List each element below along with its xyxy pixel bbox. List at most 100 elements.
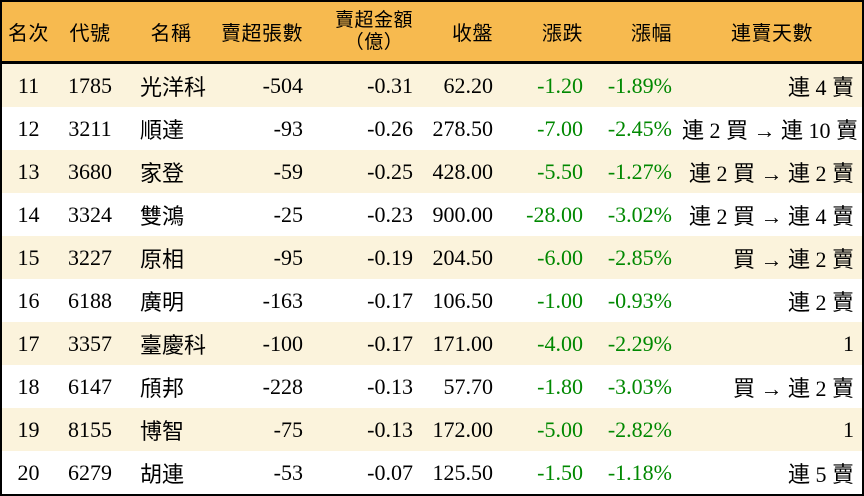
- sell-amount-label-line1: 賣超金額: [334, 10, 413, 32]
- cell-rank: 18: [17, 373, 40, 399]
- cell-sell_volume: -163: [262, 287, 303, 313]
- cell-close: 428.00: [432, 158, 494, 184]
- cell-change: -1.50: [537, 459, 583, 485]
- cell-name: 光洋科: [140, 74, 207, 100]
- cell-streak: 1: [843, 330, 854, 356]
- sell-amount-label-line2: （億）: [344, 31, 404, 53]
- cell-streak: 連 2 賣: [787, 289, 854, 315]
- cell-change: -7.00: [537, 115, 583, 141]
- cell-close: 171.00: [432, 330, 494, 356]
- cell-sell_amount: -0.19: [367, 244, 413, 270]
- cell-streak: 連 5 賣: [787, 461, 854, 487]
- cell-name: 順達: [140, 117, 185, 143]
- cell-change_pct: -1.18%: [607, 459, 672, 485]
- cell-sell_amount: -0.25: [367, 158, 413, 184]
- cell-rank: 15: [17, 244, 40, 270]
- cell-sell_volume: -25: [273, 201, 303, 227]
- cell-rank: 12: [17, 115, 40, 141]
- cell-close: 106.50: [432, 287, 494, 313]
- cell-streak: 1: [843, 416, 854, 442]
- cell-name: 家登: [140, 160, 185, 186]
- table-header: 名次 代號 名稱 賣超張數 賣超金額 （億） 收盤 漲跌 漲幅 連賣天數: [2, 2, 862, 64]
- cell-name: 胡連: [140, 461, 185, 487]
- cell-code: 6188: [68, 287, 112, 313]
- cell-name: 原相: [140, 246, 185, 272]
- cell-code: 6147: [68, 373, 112, 399]
- cell-name: 博智: [140, 418, 185, 444]
- cell-change: -28.00: [526, 201, 583, 227]
- column-header-change-pct: 漲幅: [631, 23, 672, 45]
- cell-code: 6279: [68, 459, 112, 485]
- cell-sell_amount: -0.31: [367, 72, 413, 98]
- cell-rank: 13: [17, 158, 40, 184]
- cell-streak: 連 2 買 → 連 10 賣: [682, 117, 859, 143]
- table-row: 17 3357 臺慶科 -100 -0.17 171.00 -4.00 -2.29% 1: [2, 322, 862, 365]
- cell-change_pct: -1.89%: [607, 72, 672, 98]
- cell-change_pct: -3.02%: [607, 201, 672, 227]
- cell-sell_volume: -59: [273, 158, 303, 184]
- cell-sell_volume: -75: [273, 416, 303, 442]
- column-header-change: 漲跌: [542, 23, 583, 45]
- table-row: 18 6147 頎邦 -228 -0.13 57.70 -1.80 -3.03% 買 → 連 2…: [2, 365, 862, 408]
- cell-name: 臺慶科: [140, 332, 207, 358]
- cell-close: 125.50: [432, 459, 494, 485]
- column-header-sell-volume: 賣超張數: [221, 23, 303, 45]
- cell-close: 278.50: [432, 115, 494, 141]
- cell-name: 頎邦: [140, 375, 185, 401]
- cell-sell_volume: -95: [273, 244, 303, 270]
- cell-name: 雙鴻: [140, 203, 185, 229]
- cell-sell_amount: -0.17: [367, 287, 413, 313]
- cell-streak: 連 4 賣: [787, 74, 854, 100]
- cell-change: -5.00: [537, 416, 583, 442]
- cell-change_pct: -3.03%: [607, 373, 672, 399]
- cell-rank: 11: [17, 72, 40, 98]
- cell-change_pct: -2.45%: [607, 115, 672, 141]
- cell-change: -1.20: [537, 72, 583, 98]
- table-row: 14 3324 雙鴻 -25 -0.23 900.00 -28.00 -3.02% 連 2 買 …: [2, 193, 862, 236]
- column-header-sell-amount: 賣超金額 （億）: [312, 10, 422, 53]
- cell-code: 8155: [68, 416, 112, 442]
- cell-change: -6.00: [537, 244, 583, 270]
- cell-change_pct: -2.85%: [607, 244, 672, 270]
- cell-code: 3324: [68, 201, 112, 227]
- cell-close: 62.20: [443, 72, 494, 98]
- cell-sell_volume: -228: [262, 373, 303, 399]
- cell-sell_volume: -53: [273, 459, 303, 485]
- cell-change_pct: -2.82%: [607, 416, 672, 442]
- cell-sell_amount: -0.17: [367, 330, 413, 356]
- cell-change_pct: -1.27%: [607, 158, 672, 184]
- cell-change: -4.00: [537, 330, 583, 356]
- cell-close: 172.00: [432, 416, 494, 442]
- cell-streak: 連 2 買 → 連 4 賣: [688, 203, 854, 229]
- cell-close: 204.50: [432, 244, 494, 270]
- table-row: 13 3680 家登 -59 -0.25 428.00 -5.50 -1.27% 連 2 買 →…: [2, 150, 862, 193]
- cell-change: -1.00: [537, 287, 583, 313]
- cell-change_pct: -0.93%: [607, 287, 672, 313]
- column-header-streak: 連賣天數: [731, 23, 813, 45]
- cell-sell_volume: -100: [262, 330, 303, 356]
- table-row: 19 8155 博智 -75 -0.13 172.00 -5.00 -2.82% 1: [2, 408, 862, 451]
- cell-close: 57.70: [443, 373, 494, 399]
- cell-sell_amount: -0.26: [367, 115, 413, 141]
- cell-rank: 19: [17, 416, 40, 442]
- column-header-close: 收盤: [452, 23, 493, 45]
- cell-sell_amount: -0.13: [367, 416, 413, 442]
- table-row: 12 3211 順達 -93 -0.26 278.50 -7.00 -2.45% 連 2 買 →…: [2, 107, 862, 150]
- cell-sell_volume: -504: [262, 72, 303, 98]
- cell-sell_volume: -93: [273, 115, 303, 141]
- cell-sell_amount: -0.07: [367, 459, 413, 485]
- cell-code: 3211: [68, 115, 112, 141]
- column-header-code: 代號: [69, 23, 111, 45]
- cell-code: 1785: [68, 72, 112, 98]
- table-row: 15 3227 原相 -95 -0.19 204.50 -6.00 -2.85% 買 → 連 2…: [2, 236, 862, 279]
- cell-streak: 連 2 買 → 連 2 賣: [688, 160, 854, 186]
- cell-change: -5.50: [537, 158, 583, 184]
- cell-rank: 14: [17, 201, 40, 227]
- cell-rank: 17: [17, 330, 40, 356]
- table-row: 11 1785 光洋科 -504 -0.31 62.20 -1.20 -1.89% 連 4 賣: [2, 64, 862, 107]
- table-row: 20 6279 胡連 -53 -0.07 125.50 -1.50 -1.18% 連 5 賣: [2, 451, 862, 494]
- column-header-rank: 名次: [8, 23, 49, 45]
- cell-sell_amount: -0.23: [367, 201, 413, 227]
